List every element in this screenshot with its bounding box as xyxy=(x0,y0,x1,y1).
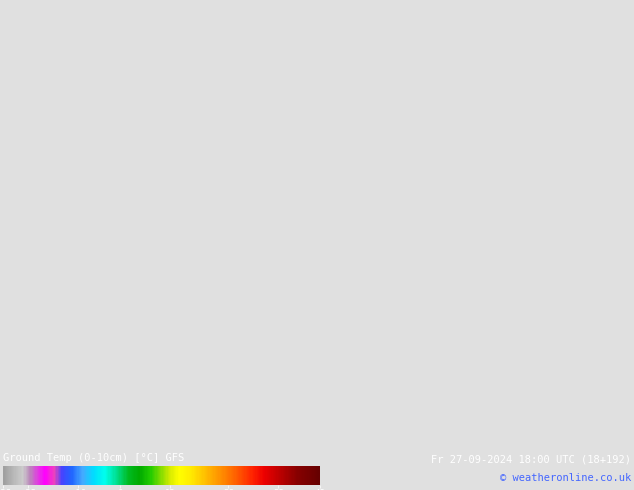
Text: © weatheronline.co.uk: © weatheronline.co.uk xyxy=(500,473,631,483)
Text: Ground Temp (0-10cm) [°C] GFS: Ground Temp (0-10cm) [°C] GFS xyxy=(3,453,184,463)
Text: Fr 27-09-2024 18:00 UTC (18+192): Fr 27-09-2024 18:00 UTC (18+192) xyxy=(431,455,631,465)
